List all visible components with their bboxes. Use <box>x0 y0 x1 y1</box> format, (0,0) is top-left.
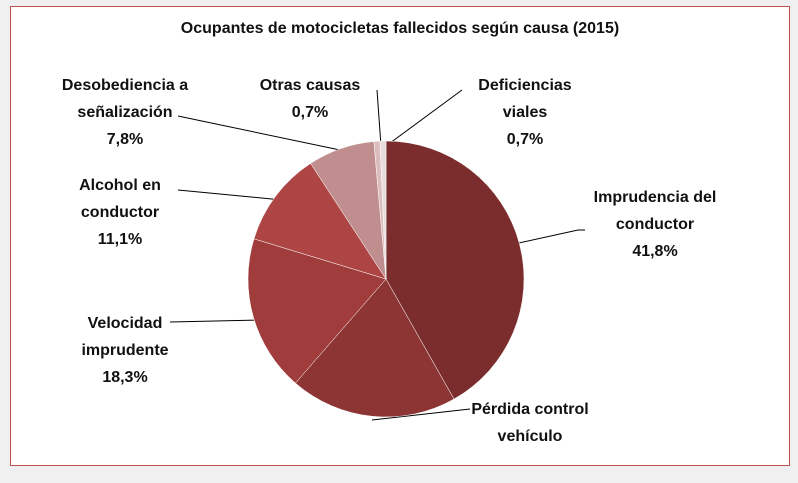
category-label: Desobediencia a señalización <box>61 77 189 121</box>
leader-line <box>177 115 341 151</box>
leader-line <box>169 319 259 323</box>
value-label: 11,1% <box>97 231 143 248</box>
value-label: 18,3% <box>102 369 148 386</box>
value-label: 0,7% <box>291 104 329 121</box>
slice-label: Pérdida control vehículo <box>470 396 590 450</box>
value-label: 41,8% <box>632 243 678 260</box>
leader-line <box>371 408 471 421</box>
slice-label: Desobediencia a señalización 7,8% <box>45 72 205 153</box>
pie-slice <box>247 238 387 384</box>
leader-line <box>177 189 283 201</box>
pie-slice <box>379 140 387 280</box>
leader-lines <box>169 89 585 421</box>
category-label: Pérdida control vehículo <box>471 401 589 445</box>
slice-label: Deficiencias viales 0,7% <box>455 72 595 153</box>
leader-line <box>376 89 382 147</box>
pie-slice <box>385 140 525 400</box>
category-label: Alcohol en conductor <box>79 177 161 221</box>
category-label: Deficiencias viales <box>478 77 572 121</box>
slice-label: Otras causas 0,7% <box>240 72 380 126</box>
leader-line <box>504 229 585 247</box>
pie-slice <box>295 278 455 418</box>
category-label: Velocidad imprudente <box>81 315 169 359</box>
chart-title: Ocupantes de motocicletas fallecidos seg… <box>180 20 620 37</box>
category-label: Otras causas <box>259 77 361 94</box>
slice-label: Alcohol en conductor 11,1% <box>55 172 185 253</box>
category-label: Imprudencia del conductor <box>593 189 717 233</box>
value-label: 7,8% <box>106 131 144 148</box>
slice-label: Imprudencia del conductor 41,8% <box>580 184 730 265</box>
leader-line <box>385 89 463 147</box>
value-label: 0,7% <box>506 131 544 148</box>
slice-label: Velocidad imprudente 18,3% <box>55 310 195 391</box>
pie-slice <box>253 163 387 280</box>
